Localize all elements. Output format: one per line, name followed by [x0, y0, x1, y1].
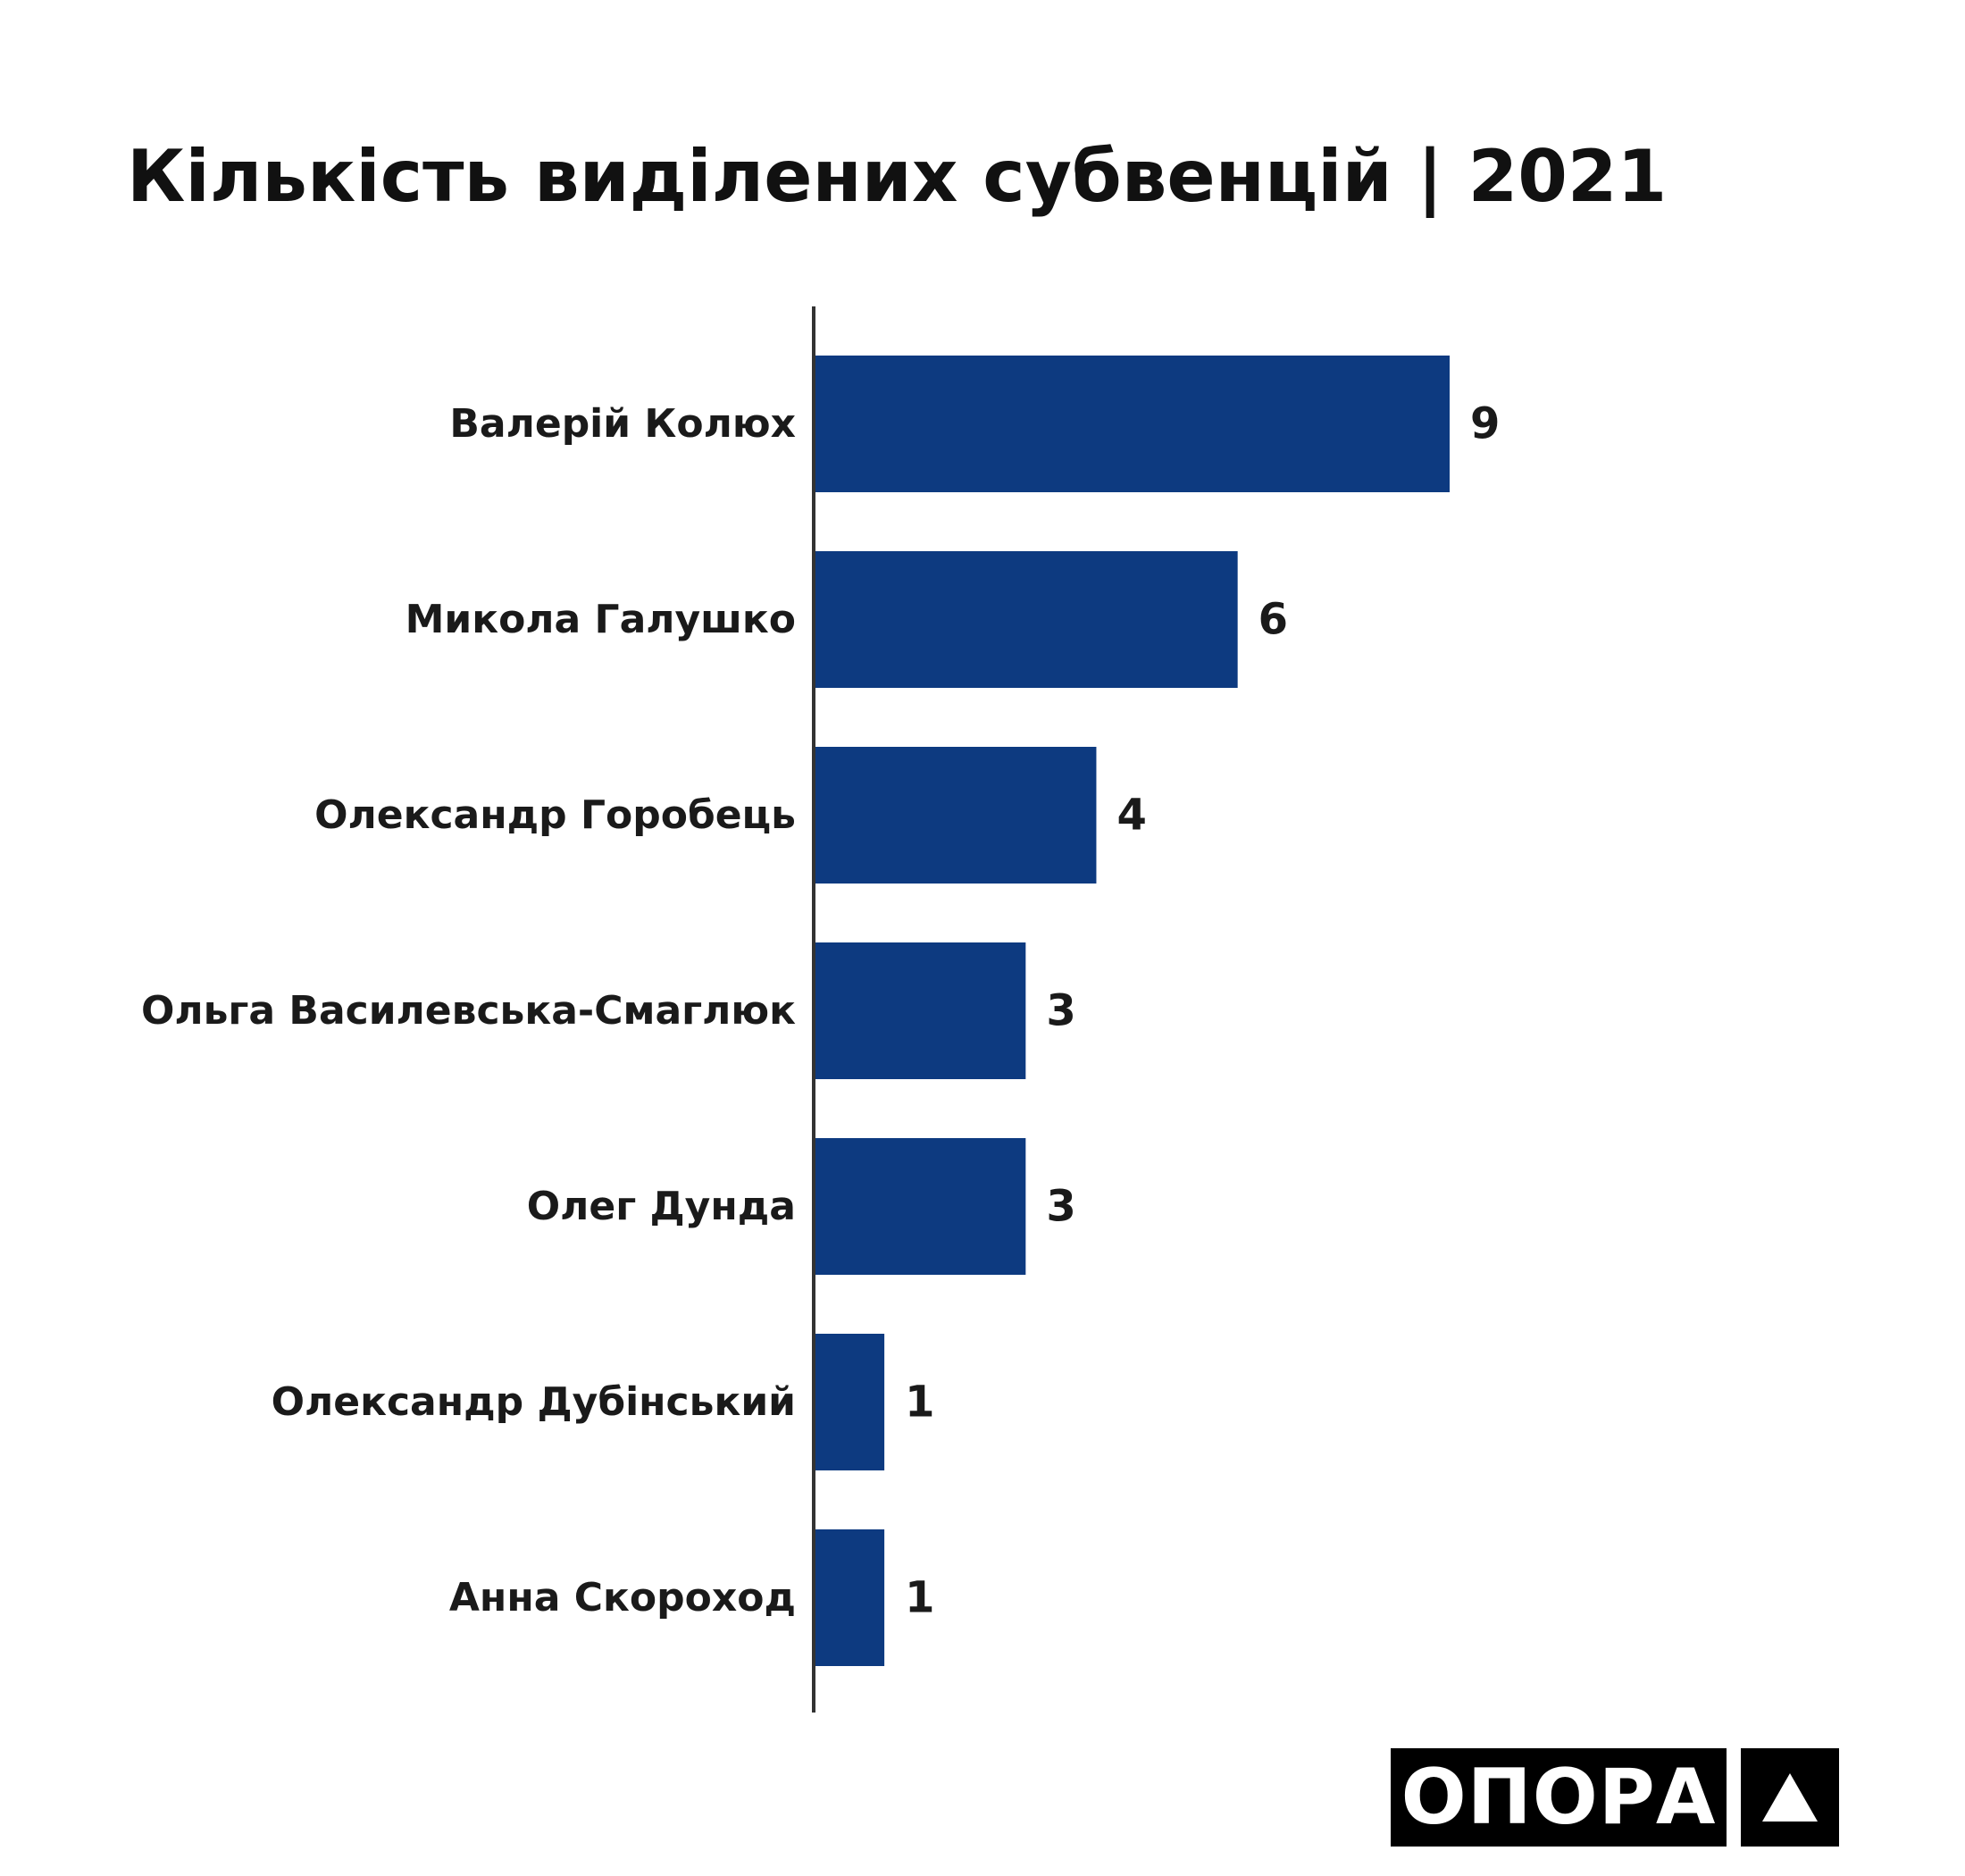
- triangle-icon: [1741, 1748, 1839, 1847]
- bar-5: [814, 1138, 1026, 1275]
- category-label: Олександр Горобець: [314, 792, 796, 838]
- category-label: Олег Дунда: [527, 1184, 796, 1229]
- bar-6: [814, 1334, 885, 1470]
- value-label: 1: [905, 1573, 934, 1623]
- value-label: 3: [1046, 1182, 1075, 1232]
- chart-title: Кількість виділених субвенцій | 2021: [127, 135, 1668, 218]
- value-label: 1: [905, 1378, 934, 1428]
- bar-4: [814, 942, 1026, 1079]
- category-label: Анна Скороход: [449, 1575, 796, 1621]
- category-label: Олександр Дубінський: [272, 1379, 796, 1425]
- bar-1: [814, 356, 1450, 492]
- category-label: Микола Галушко: [406, 597, 796, 642]
- value-label: 9: [1470, 399, 1500, 449]
- value-label: 6: [1258, 595, 1288, 645]
- opora-logo: ОПОРА: [1391, 1748, 1839, 1847]
- category-label: Валерій Колюх: [449, 401, 796, 447]
- value-label: 3: [1046, 986, 1075, 1036]
- bar-3: [814, 747, 1097, 884]
- category-label: Ольга Василевська-Смаглюк: [141, 988, 796, 1034]
- logo-wordmark: ОПОРА: [1391, 1748, 1727, 1847]
- bar-2: [814, 551, 1238, 688]
- value-label: 4: [1116, 791, 1146, 841]
- bar-7: [814, 1529, 885, 1666]
